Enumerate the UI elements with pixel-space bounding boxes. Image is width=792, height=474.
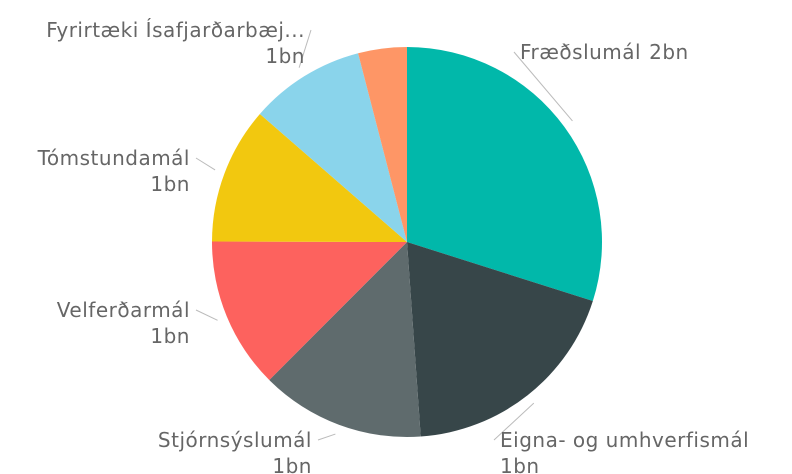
slice-label: Tómstundamál 1bn: [37, 146, 190, 196]
slice-category: Fræðslumál: [520, 40, 641, 64]
slice-value: 1bn: [150, 324, 190, 348]
leader-line: [317, 433, 336, 441]
leader-line: [298, 29, 312, 68]
pie-slice: [407, 47, 602, 302]
pie-slice: [358, 47, 407, 242]
slice-label: Fræðslumál 2bn: [520, 40, 689, 64]
slice-value: 1bn: [265, 44, 305, 68]
slice-value: 1bn: [272, 454, 312, 474]
slice-category: Eigna- og umhverfismál: [500, 428, 749, 452]
pie-slice: [407, 242, 593, 437]
pie-slice: [212, 241, 407, 381]
slice-category: Tómstundamál: [37, 146, 190, 170]
slice-value: 1bn: [500, 454, 540, 474]
slice-category: Fyrirtæki Ísafjarðarbæj...: [46, 18, 305, 42]
leader-line: [195, 157, 216, 171]
leader-line: [195, 309, 218, 321]
slice-label: Velferðarmál 1bn: [57, 298, 190, 348]
slice-label: Fyrirtæki Ísafjarðarbæj... 1bn: [46, 18, 305, 68]
leader-line: [513, 51, 573, 122]
slice-category: Stjórnsýslumál: [158, 428, 312, 452]
slice-category: Velferðarmál: [57, 298, 190, 322]
slice-value: 2bn: [649, 40, 689, 64]
slice-label: Eigna- og umhverfismál 1bn: [500, 428, 749, 474]
leader-line: [493, 402, 535, 441]
slice-label: Stjórnsýslumál 1bn: [158, 428, 312, 474]
slice-value: 1bn: [150, 172, 190, 196]
pie-slice: [212, 113, 407, 242]
pie-slice: [269, 242, 421, 437]
pie-slice: [259, 53, 407, 243]
